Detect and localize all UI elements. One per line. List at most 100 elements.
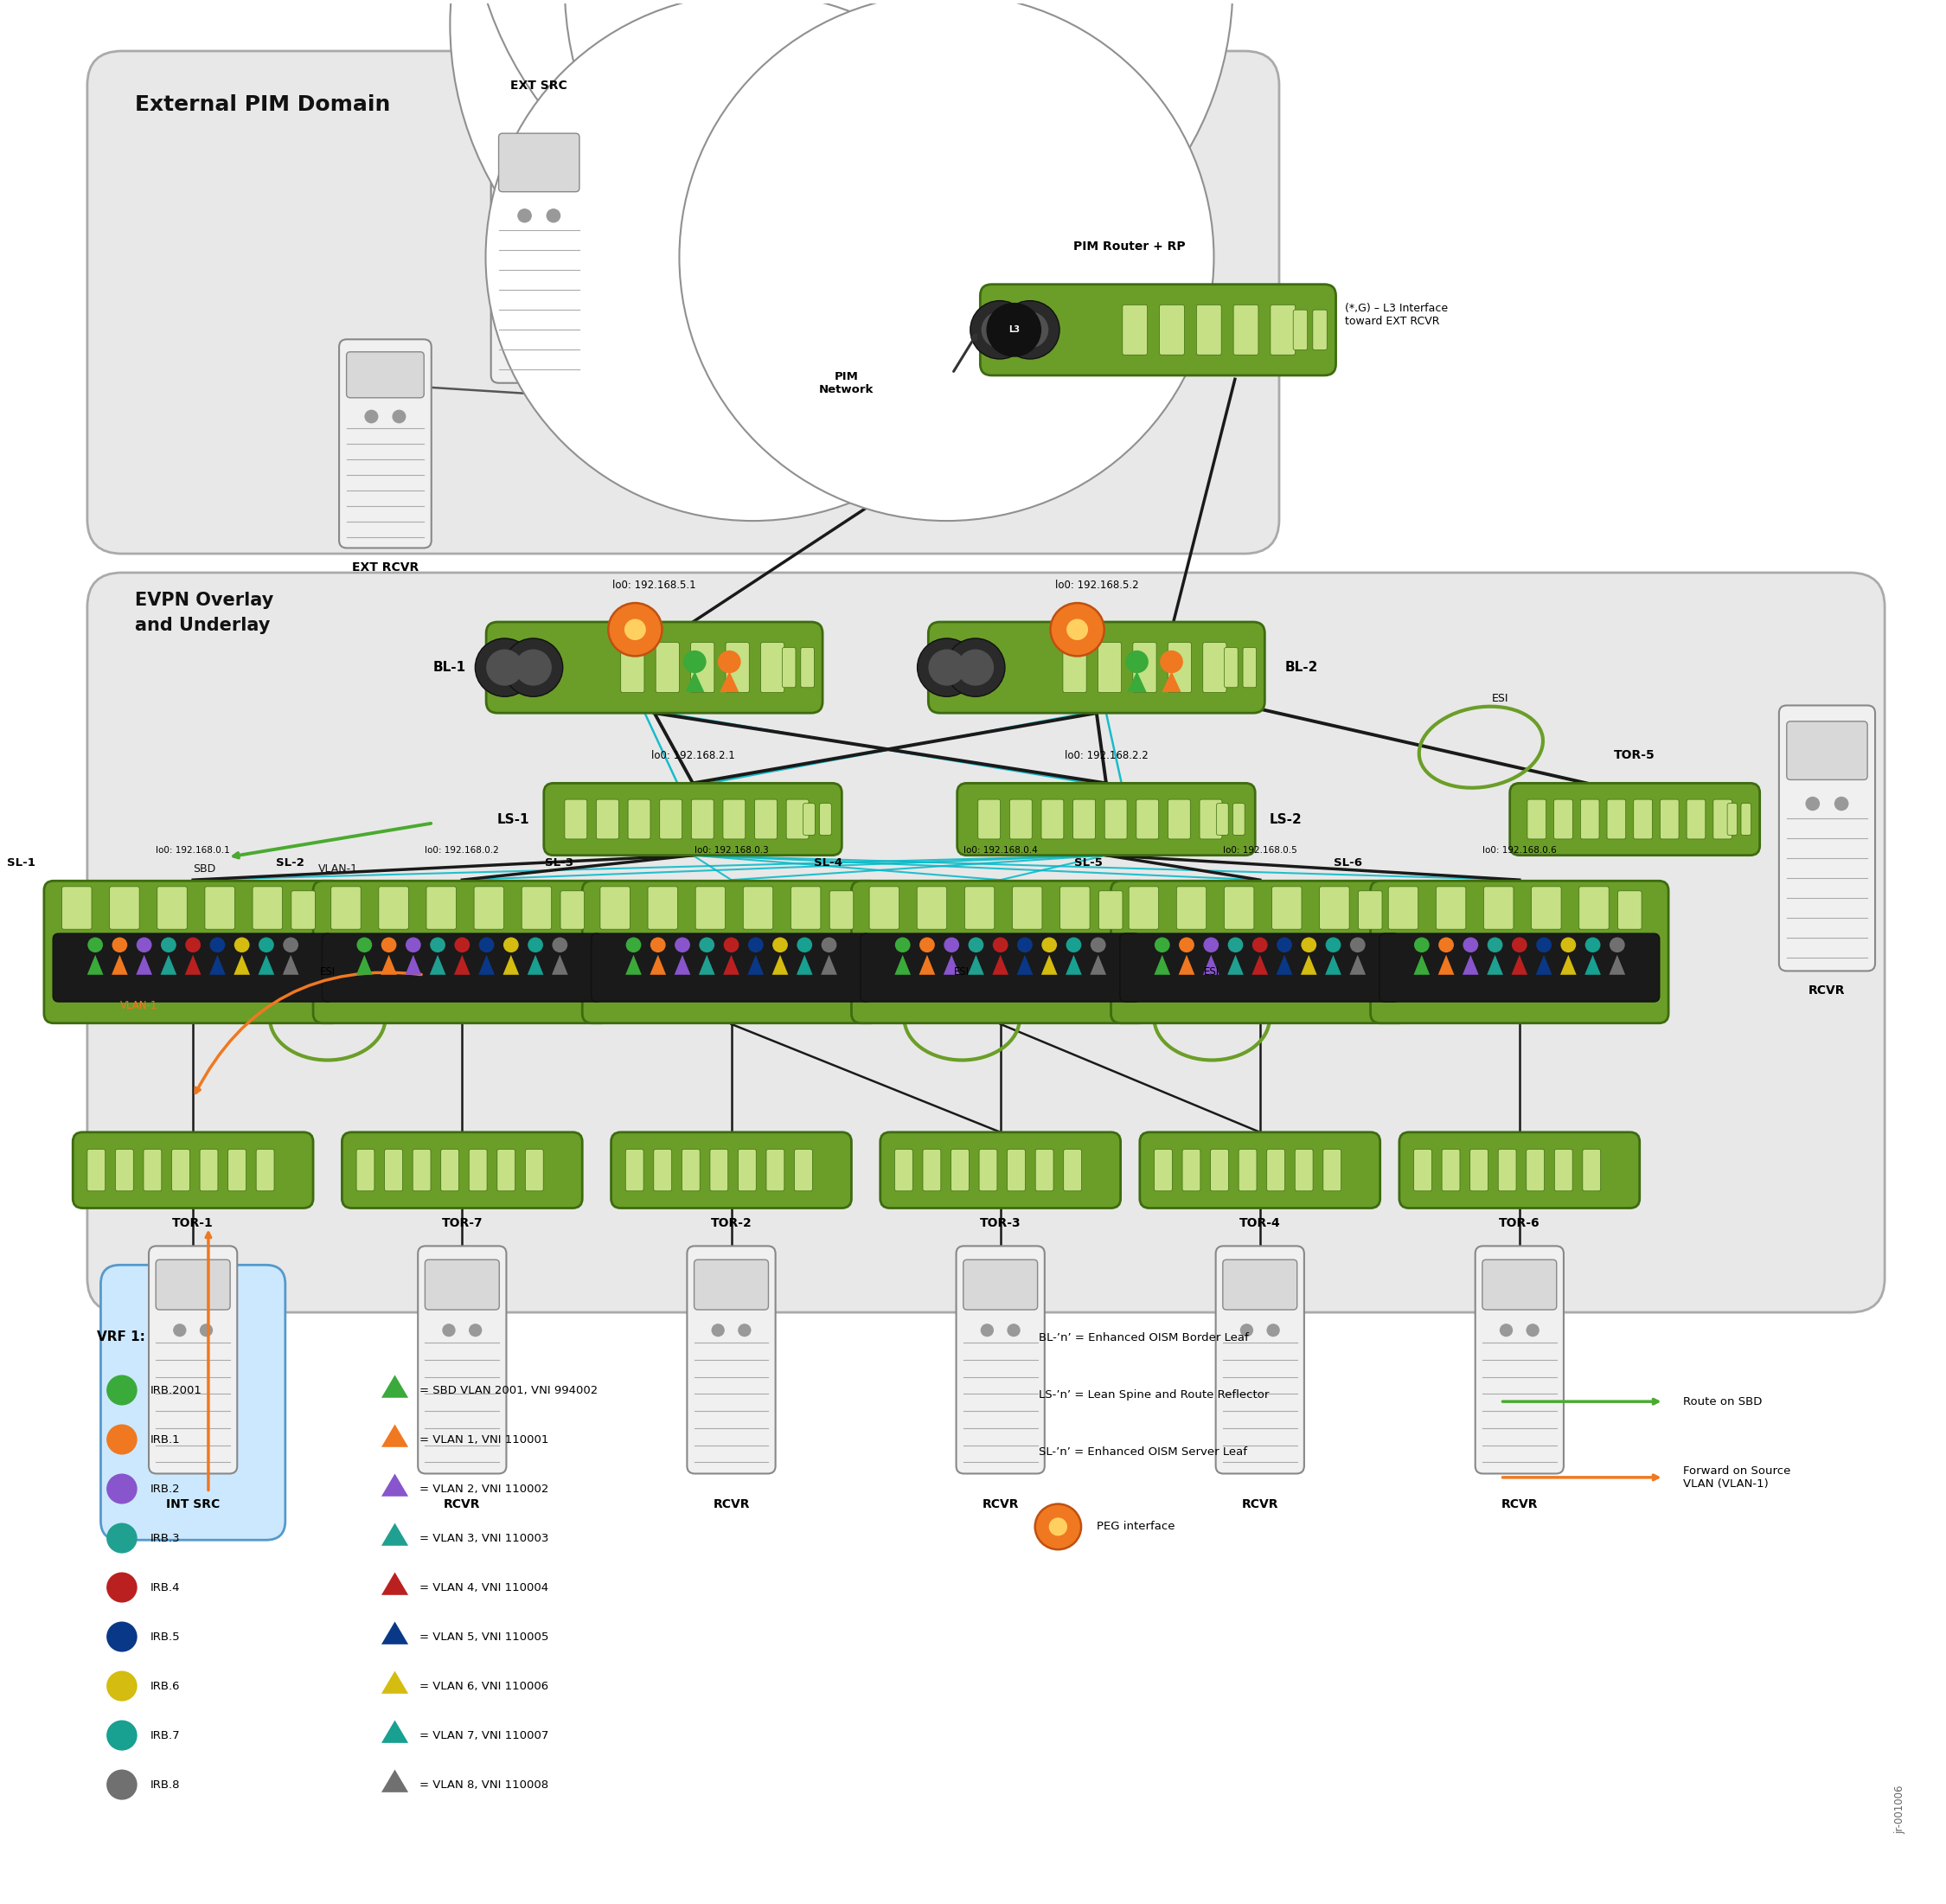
- FancyBboxPatch shape: [498, 133, 580, 192]
- Polygon shape: [160, 954, 177, 975]
- Circle shape: [1302, 937, 1317, 952]
- FancyBboxPatch shape: [469, 1150, 486, 1192]
- FancyBboxPatch shape: [1222, 1260, 1298, 1310]
- Circle shape: [107, 1769, 138, 1799]
- Circle shape: [1240, 1323, 1253, 1337]
- FancyBboxPatch shape: [819, 803, 831, 836]
- Polygon shape: [1179, 954, 1195, 975]
- Polygon shape: [381, 1573, 409, 1596]
- FancyBboxPatch shape: [115, 1150, 134, 1192]
- Text: SL-6: SL-6: [1333, 857, 1362, 868]
- Circle shape: [486, 649, 523, 685]
- FancyBboxPatch shape: [1010, 800, 1031, 840]
- FancyBboxPatch shape: [1617, 891, 1642, 929]
- Polygon shape: [944, 954, 959, 975]
- FancyBboxPatch shape: [1728, 803, 1738, 836]
- FancyBboxPatch shape: [1123, 305, 1148, 354]
- FancyBboxPatch shape: [109, 887, 140, 929]
- Text: VLAN-1: VLAN-1: [121, 1000, 158, 1011]
- Text: = VLAN 6, VNI 110006: = VLAN 6, VNI 110006: [420, 1681, 549, 1691]
- FancyBboxPatch shape: [790, 887, 821, 929]
- Text: LS-2: LS-2: [1269, 813, 1302, 826]
- Circle shape: [738, 1323, 751, 1337]
- Text: RCVR: RCVR: [444, 1498, 481, 1510]
- FancyBboxPatch shape: [171, 1150, 189, 1192]
- FancyBboxPatch shape: [1399, 1133, 1640, 1207]
- Polygon shape: [381, 1622, 409, 1645]
- Circle shape: [259, 937, 274, 952]
- Circle shape: [1351, 937, 1366, 952]
- Polygon shape: [88, 954, 103, 975]
- Polygon shape: [1438, 954, 1454, 975]
- Polygon shape: [1203, 954, 1218, 975]
- FancyBboxPatch shape: [490, 118, 588, 383]
- FancyBboxPatch shape: [323, 933, 601, 1002]
- FancyBboxPatch shape: [543, 783, 843, 855]
- Text: lo0: 192.168.2.2: lo0: 192.168.2.2: [1064, 750, 1148, 762]
- Text: = VLAN 2, VNI 110002: = VLAN 2, VNI 110002: [420, 1483, 549, 1495]
- Circle shape: [917, 638, 977, 697]
- FancyBboxPatch shape: [101, 1264, 286, 1540]
- Circle shape: [919, 937, 934, 952]
- Polygon shape: [185, 954, 200, 975]
- Circle shape: [1051, 604, 1103, 657]
- FancyBboxPatch shape: [955, 1245, 1045, 1474]
- Polygon shape: [699, 954, 714, 975]
- Circle shape: [718, 651, 741, 674]
- FancyBboxPatch shape: [599, 887, 631, 929]
- Circle shape: [469, 1323, 483, 1337]
- FancyBboxPatch shape: [611, 1133, 852, 1207]
- Circle shape: [625, 619, 646, 640]
- FancyBboxPatch shape: [965, 887, 994, 929]
- Polygon shape: [210, 954, 226, 975]
- Text: TOR-7: TOR-7: [442, 1217, 483, 1230]
- Circle shape: [1535, 937, 1551, 952]
- FancyBboxPatch shape: [786, 800, 810, 840]
- Circle shape: [430, 937, 446, 952]
- Polygon shape: [381, 1424, 409, 1447]
- Text: lo0: 192.168.0.3: lo0: 192.168.0.3: [695, 847, 769, 855]
- FancyBboxPatch shape: [1436, 887, 1465, 929]
- FancyBboxPatch shape: [1528, 800, 1545, 840]
- Polygon shape: [796, 954, 813, 975]
- FancyBboxPatch shape: [1210, 1150, 1228, 1192]
- Text: SL-4: SL-4: [813, 857, 843, 868]
- FancyBboxPatch shape: [1099, 891, 1123, 929]
- FancyBboxPatch shape: [582, 882, 880, 1022]
- Circle shape: [1325, 937, 1341, 952]
- Circle shape: [1609, 937, 1625, 952]
- Circle shape: [455, 937, 469, 952]
- FancyBboxPatch shape: [895, 1150, 913, 1192]
- Circle shape: [393, 409, 407, 423]
- FancyBboxPatch shape: [72, 1133, 313, 1207]
- FancyBboxPatch shape: [1380, 933, 1660, 1002]
- Circle shape: [1090, 937, 1105, 952]
- Text: L3: L3: [1008, 326, 1020, 335]
- Circle shape: [895, 937, 911, 952]
- Circle shape: [107, 1424, 138, 1455]
- Circle shape: [364, 409, 378, 423]
- Polygon shape: [381, 1474, 409, 1497]
- FancyBboxPatch shape: [158, 887, 187, 929]
- Polygon shape: [282, 954, 300, 975]
- FancyBboxPatch shape: [1035, 1150, 1053, 1192]
- Text: lo0: 192.168.2.1: lo0: 192.168.2.1: [652, 750, 736, 762]
- FancyBboxPatch shape: [800, 647, 813, 687]
- FancyBboxPatch shape: [726, 642, 749, 693]
- Circle shape: [486, 0, 1020, 522]
- Circle shape: [1049, 1517, 1066, 1537]
- FancyBboxPatch shape: [385, 1150, 403, 1192]
- FancyBboxPatch shape: [1197, 305, 1222, 354]
- FancyBboxPatch shape: [1105, 800, 1127, 840]
- FancyBboxPatch shape: [625, 1150, 644, 1192]
- Text: Forward on Source
VLAN (VLAN-1): Forward on Source VLAN (VLAN-1): [1683, 1466, 1790, 1489]
- Text: ESI: ESI: [319, 965, 335, 977]
- FancyBboxPatch shape: [1203, 642, 1226, 693]
- FancyBboxPatch shape: [88, 573, 1886, 1312]
- FancyBboxPatch shape: [621, 642, 644, 693]
- Polygon shape: [1016, 954, 1033, 975]
- Polygon shape: [675, 954, 691, 975]
- Circle shape: [442, 1323, 455, 1337]
- Text: jr-001006: jr-001006: [1895, 1786, 1905, 1834]
- FancyBboxPatch shape: [1273, 887, 1302, 929]
